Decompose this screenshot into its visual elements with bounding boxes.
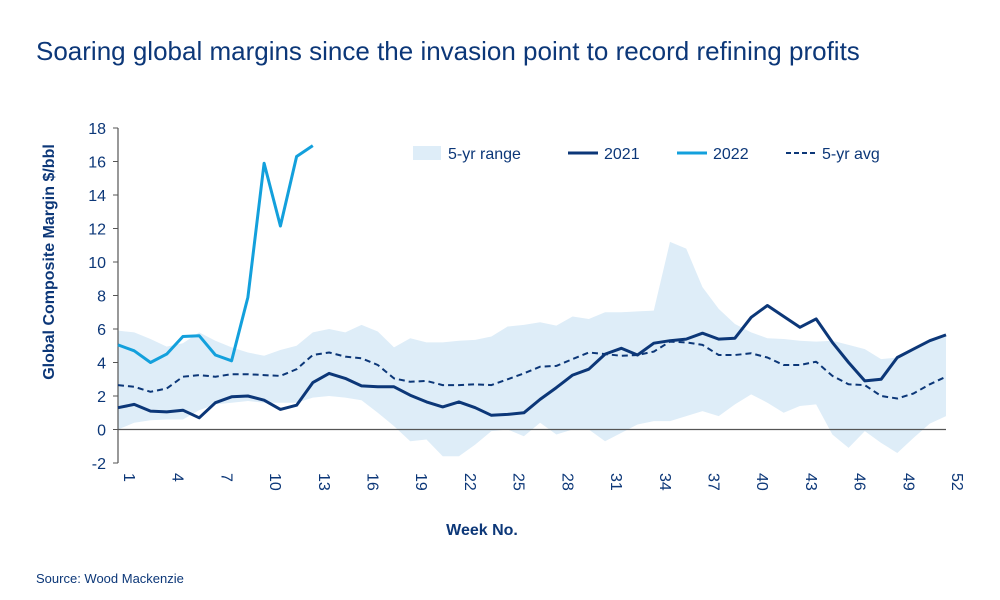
y-tick-label: 10 bbox=[88, 255, 106, 272]
legend-label-range: 5-yr range bbox=[448, 146, 521, 163]
y-tick-label: 2 bbox=[97, 389, 106, 406]
x-tick-label: 25 bbox=[510, 473, 527, 491]
x-tick-label: 43 bbox=[802, 473, 819, 491]
chart-title: Soaring global margins since the invasio… bbox=[36, 36, 860, 66]
x-tick-label: 37 bbox=[704, 473, 721, 491]
x-tick-label: 7 bbox=[217, 473, 234, 482]
five-year-range-band bbox=[118, 241, 946, 457]
y-tick-label: 4 bbox=[97, 356, 106, 373]
y-axis-label: Global Composite Margin $/bbl bbox=[41, 144, 58, 380]
legend-label-2022: 2022 bbox=[713, 146, 749, 163]
x-tick-label: 10 bbox=[266, 473, 283, 491]
y-tick-label: 0 bbox=[97, 423, 106, 440]
y-tick-label: -2 bbox=[92, 456, 106, 473]
x-axis-label: Week No. bbox=[446, 522, 518, 539]
series-line-2022 bbox=[117, 144, 314, 364]
source-note: Source: Wood Mackenzie bbox=[36, 571, 184, 586]
x-tick-label: 22 bbox=[461, 473, 478, 491]
x-tick-label: 28 bbox=[558, 473, 575, 491]
y-tick-label: 18 bbox=[88, 121, 106, 138]
legend-label-avg: 5-yr avg bbox=[822, 146, 880, 163]
y-tick-label: 14 bbox=[88, 188, 106, 205]
x-tick-label: 4 bbox=[169, 473, 186, 482]
y-tick-label: 8 bbox=[97, 289, 106, 306]
y-tick-label: 12 bbox=[88, 222, 106, 239]
y-tick-label: 6 bbox=[97, 322, 106, 339]
x-tick-label: 19 bbox=[412, 473, 429, 491]
x-tick-label: 52 bbox=[948, 473, 965, 491]
x-tick-label: 1 bbox=[120, 473, 137, 482]
series-line-5-yr-avg bbox=[117, 340, 947, 400]
x-tick-label: 40 bbox=[753, 473, 770, 491]
x-tick-label: 31 bbox=[607, 473, 624, 491]
legend-label-2021: 2021 bbox=[604, 146, 640, 163]
y-tick-label: 16 bbox=[88, 155, 106, 172]
legend-swatch-range bbox=[413, 146, 441, 160]
x-tick-label: 46 bbox=[851, 473, 868, 491]
x-tick-label: 16 bbox=[364, 473, 381, 491]
series-line-2021 bbox=[117, 304, 947, 420]
x-tick-label: 34 bbox=[656, 473, 673, 491]
x-tick-label: 49 bbox=[899, 473, 916, 491]
x-tick-label: 13 bbox=[315, 473, 332, 491]
